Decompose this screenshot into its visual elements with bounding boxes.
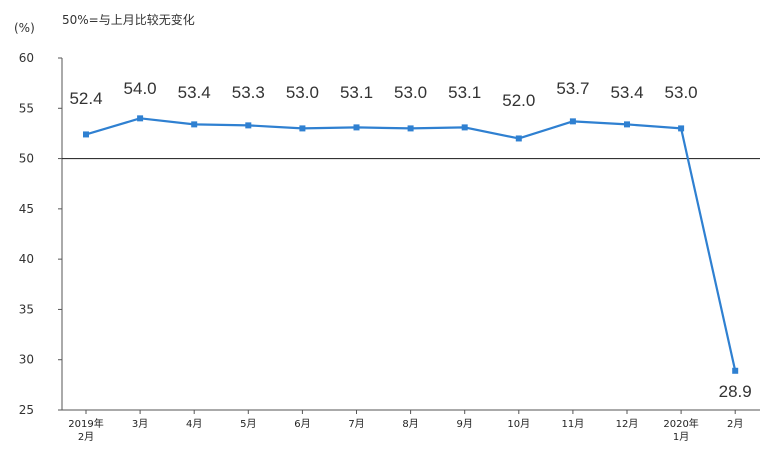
x-tick-label: 6月 xyxy=(294,418,310,430)
data-label: 53.4 xyxy=(610,83,643,102)
data-label: 53.7 xyxy=(556,79,589,98)
y-tick-label: 55 xyxy=(19,101,34,115)
x-tick-label: 2月 xyxy=(727,418,743,430)
data-label: 53.0 xyxy=(665,83,698,102)
x-tick-label: 9月 xyxy=(457,418,473,430)
x-tick-label: 5月 xyxy=(240,418,256,430)
data-point xyxy=(678,125,685,132)
x-tick-label: 11月 xyxy=(562,418,585,430)
data-point xyxy=(732,367,739,374)
data-label: 53.3 xyxy=(232,83,265,102)
data-label: 53.1 xyxy=(448,83,481,102)
data-label: 54.0 xyxy=(124,79,157,98)
y-tick-label: 30 xyxy=(19,353,34,367)
y-tick-label: 40 xyxy=(19,252,34,266)
data-point xyxy=(461,124,468,131)
data-label: 52.4 xyxy=(69,89,102,108)
x-tick-label: 8月 xyxy=(402,418,418,430)
x-tick-label: 7月 xyxy=(348,418,364,430)
data-point xyxy=(353,124,360,131)
data-point xyxy=(83,131,89,138)
x-tick-label: 1月 xyxy=(673,431,689,443)
data-label: 28.9 xyxy=(719,382,752,401)
data-point xyxy=(137,115,144,122)
y-tick-label: 45 xyxy=(19,202,34,216)
data-point xyxy=(515,135,522,142)
x-tick-label: 2020年 xyxy=(663,417,698,430)
reference-note: 50%=与上月比较无变化 xyxy=(62,12,195,27)
data-point xyxy=(245,122,252,129)
data-label: 53.1 xyxy=(340,83,373,102)
x-tick-label: 2月 xyxy=(78,431,94,443)
x-tick-label: 12月 xyxy=(616,418,639,430)
y-tick-label: 50 xyxy=(19,152,34,166)
data-point xyxy=(624,121,630,128)
data-point xyxy=(407,125,414,132)
y-unit-label: (%) xyxy=(14,21,35,35)
data-label: 53.0 xyxy=(286,83,319,102)
x-tick-label: 3月 xyxy=(132,418,148,430)
data-point xyxy=(569,118,576,125)
series-line xyxy=(85,117,737,372)
y-tick-label: 60 xyxy=(19,51,34,65)
x-tick-label: 4月 xyxy=(186,418,202,430)
data-point xyxy=(191,121,198,128)
y-tick-label: 35 xyxy=(19,302,34,316)
x-tick-label: 2019年 xyxy=(68,417,103,430)
data-label: 52.0 xyxy=(502,91,535,110)
x-tick-label: 10月 xyxy=(507,418,530,430)
data-label: 53.0 xyxy=(394,83,427,102)
data-point xyxy=(299,125,306,132)
data-label: 53.4 xyxy=(178,83,211,102)
y-tick-label: 25 xyxy=(19,403,34,417)
